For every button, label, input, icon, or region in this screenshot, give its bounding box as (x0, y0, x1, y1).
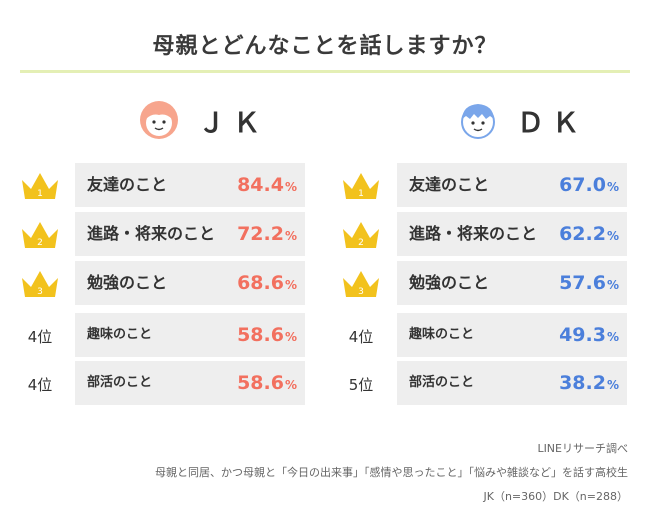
crown-icon: 3 (22, 271, 58, 297)
jk-label: ＪＫ (198, 107, 268, 139)
jk-header: ＪＫ (138, 98, 268, 142)
crown-icon: 1 (22, 173, 58, 199)
source-note: LINEリサーチ調べ (537, 442, 628, 455)
crown-icon: 2 (22, 222, 58, 248)
svg-text:2: 2 (37, 238, 43, 248)
rank-label: 4位 (27, 376, 53, 394)
list-item: 勉強のこと 57.6% (397, 261, 627, 305)
crown-icon: 1 (343, 173, 379, 199)
sample-size-note: JK（n=360）DK（n=288） (483, 490, 628, 503)
crown-icon: 2 (343, 222, 379, 248)
list-item: 進路・将来のこと 62.2% (397, 212, 627, 256)
rank-label: 4位 (348, 328, 374, 346)
rank-label: 5位 (348, 376, 374, 394)
list-item: 勉強のこと 68.6% (75, 261, 305, 305)
list-item: 進路・将来のこと 72.2% (75, 212, 305, 256)
girl-face-icon (140, 101, 178, 139)
list-item: 部活のこと 58.6% (75, 361, 305, 405)
list-item: 趣味のこと 58.6% (75, 313, 305, 357)
svg-text:3: 3 (358, 287, 364, 297)
crown-icon: 3 (343, 271, 379, 297)
rank-label: 4位 (27, 328, 53, 346)
dk-label: ＤＫ (517, 107, 587, 139)
boy-face-icon (461, 104, 495, 139)
list-item: 友達のこと 84.4% (75, 163, 305, 207)
page-title: 母親とどんなことを話しますか？ (152, 34, 498, 59)
list-item: 趣味のこと 49.3% (397, 313, 627, 357)
svg-text:1: 1 (37, 189, 43, 199)
title-divider (20, 70, 630, 73)
svg-text:2: 2 (358, 238, 364, 248)
list-item: 友達のこと 67.0% (397, 163, 627, 207)
dk-header: ＤＫ (457, 98, 587, 142)
survey-condition-note: 母親と同居、かつ母親と「今日の出来事」「感情や思ったこと」「悩みや雑談など」を話… (155, 466, 628, 479)
svg-text:3: 3 (37, 287, 43, 297)
svg-text:1: 1 (358, 189, 364, 199)
list-item: 部活のこと 38.2% (397, 361, 627, 405)
